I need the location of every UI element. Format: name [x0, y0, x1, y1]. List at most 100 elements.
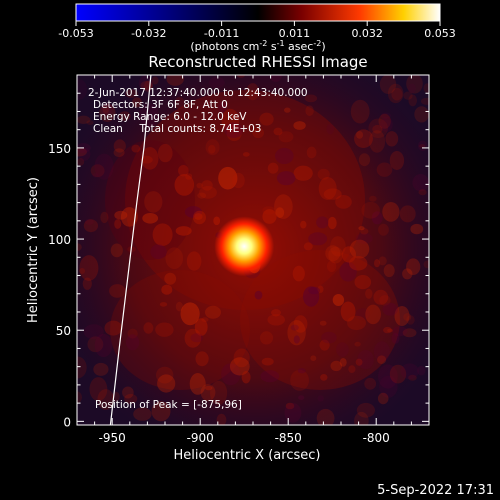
texture-speckle — [310, 355, 317, 362]
texture-speckle — [382, 202, 400, 222]
texture-speckle — [201, 180, 213, 191]
texture-speckle — [355, 358, 363, 366]
texture-speckle — [418, 189, 427, 196]
texture-speckle — [350, 99, 370, 124]
texture-speckle — [205, 305, 221, 319]
texture-speckle — [378, 256, 387, 266]
texture-speckle — [175, 301, 183, 312]
texture-speckle — [290, 324, 299, 331]
texture-speckle — [406, 75, 423, 94]
texture-speckle — [194, 318, 208, 336]
texture-speckle — [369, 195, 377, 202]
colorbar-ticks — [75, 21, 441, 26]
texture-speckle — [402, 328, 417, 338]
texture-speckle — [221, 363, 241, 386]
x-tick-label: -800 — [363, 431, 390, 445]
texture-speckle — [271, 309, 281, 317]
texture-speckle — [402, 268, 413, 280]
texture-speckle — [100, 211, 109, 224]
texture-speckle — [278, 131, 294, 143]
texture-speckle — [186, 251, 202, 271]
texture-speckle — [77, 158, 85, 166]
texture-speckle — [391, 87, 403, 101]
texture-speckle — [293, 165, 313, 181]
colorbar: -0.053 -0.032 -0.011 0.011 0.032 0.053 (photo… — [58, 3, 456, 53]
texture-speckle — [189, 373, 206, 395]
texture-speckle — [120, 207, 138, 227]
colorbar-tick-label: 0.053 — [424, 27, 456, 40]
texture-speckle — [166, 75, 184, 86]
texture-speckle — [79, 255, 99, 281]
texture-speckle — [259, 331, 274, 345]
texture-speckle — [275, 207, 285, 219]
texture-speckle — [372, 124, 383, 134]
texture-speckle — [84, 218, 94, 225]
peak-source — [214, 216, 275, 277]
texture-speckle — [326, 260, 337, 272]
texture-speckle — [414, 106, 429, 123]
texture-speckle — [394, 306, 410, 326]
texture-speckle — [77, 79, 87, 100]
texture-speckle — [92, 173, 99, 178]
texture-speckle — [399, 205, 416, 223]
colorbar-tick-label: -0.032 — [131, 27, 166, 40]
texture-speckle — [142, 213, 159, 224]
texture-speckle — [379, 116, 393, 132]
texture-speckle — [158, 143, 173, 163]
texture-speckle — [290, 369, 309, 391]
texture-speckle — [336, 342, 349, 357]
texture-speckle — [267, 314, 286, 326]
texture-speckle — [349, 255, 368, 271]
x-tick-label: -950 — [99, 431, 126, 445]
heatmap-image — [77, 75, 429, 425]
texture-speckle — [365, 304, 381, 325]
texture-speckle — [150, 244, 167, 260]
texture-speckle — [201, 317, 209, 323]
texture-speckle — [320, 374, 328, 381]
chart-title: Reconstructed RHESSI Image — [148, 53, 367, 71]
texture-speckle — [216, 413, 227, 425]
texture-speckle — [287, 320, 306, 346]
texture-speckle — [373, 289, 389, 305]
texture-speckle — [378, 223, 389, 236]
texture-speckle — [89, 377, 108, 402]
texture-speckle — [358, 153, 371, 167]
x-tick-labels: -950 -900 -850 -800 — [99, 431, 390, 445]
texture-speckle — [99, 103, 116, 123]
texture-speckle — [180, 302, 200, 326]
annotation-detectors: Detectors: 3F 6F 8F, Att 0 — [93, 99, 228, 111]
x-axis-label: Heliocentric X (arcsec) — [174, 448, 321, 463]
texture-speckle — [327, 216, 337, 230]
texture-speckle — [382, 302, 399, 316]
texture-speckle — [373, 341, 390, 363]
texture-speckle — [140, 155, 153, 164]
texture-speckle — [319, 320, 327, 326]
texture-speckle — [197, 192, 207, 199]
texture-speckle — [284, 107, 291, 113]
texture-speckle — [417, 140, 428, 152]
texture-speckle — [356, 131, 364, 139]
texture-speckle — [151, 76, 159, 85]
texture-speckle — [155, 322, 174, 337]
texture-speckle — [159, 302, 168, 307]
texture-speckle — [114, 219, 122, 229]
texture-speckle — [242, 152, 250, 157]
texture-speckle — [378, 113, 391, 129]
texture-speckle — [259, 112, 274, 126]
annotation-peak-position: Position of Peak = [-875,96] — [95, 399, 242, 411]
texture-speckle — [316, 216, 329, 229]
texture-speckle — [208, 76, 225, 89]
texture-speckle — [208, 144, 216, 154]
colorbar-tick-label: 0.011 — [279, 27, 311, 40]
texture-speckle — [260, 370, 280, 383]
texture-speckle — [213, 216, 221, 226]
y-axis-label: Heliocentric Y (arcsec) — [26, 177, 41, 323]
texture-speckle — [376, 162, 393, 177]
texture-speckle — [369, 130, 386, 153]
texture-speckle — [157, 374, 176, 393]
texture-speckle — [355, 308, 370, 321]
texture-speckle — [118, 111, 131, 121]
texture-speckle — [204, 385, 213, 391]
texture-speckle — [161, 284, 173, 295]
texture-speckle — [113, 139, 126, 153]
